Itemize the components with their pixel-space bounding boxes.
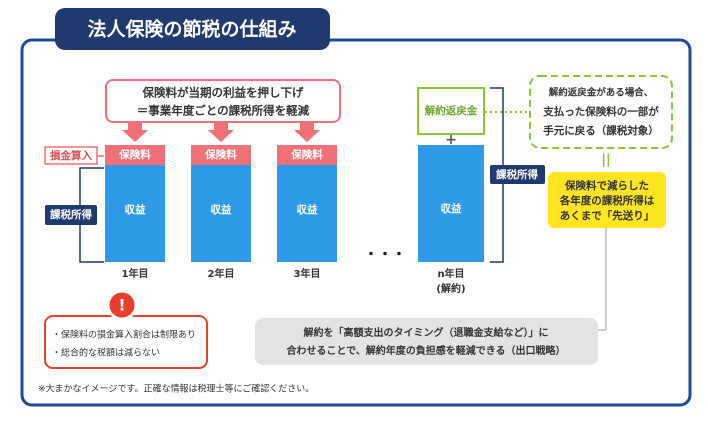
- column-label: 2年目: [208, 267, 235, 280]
- arrow: [294, 122, 320, 142]
- refund-note-line: 手元に戻る（課税対象）: [543, 124, 659, 137]
- exit-note-line: 解約を「高額支出のタイミング（退職金支給など）」に: [304, 326, 549, 339]
- revenue-label: 収益: [125, 203, 146, 216]
- premium-label: 保険料: [204, 148, 237, 161]
- warning-line: ・総合的な税額は減らない: [52, 347, 160, 359]
- warning-box: [44, 315, 208, 369]
- deferral-note-line: 保険料で減らした: [564, 179, 649, 192]
- revenue-label: 収益: [297, 203, 318, 216]
- premium-label: 保険料: [290, 148, 323, 161]
- column-sublabel: (解約): [436, 282, 465, 295]
- refund-box: [417, 87, 485, 135]
- exit-note-box: [255, 318, 598, 365]
- revenue-bar: [105, 165, 165, 262]
- warning-line: ・保険料の損金算入割合は制限あり: [52, 329, 196, 341]
- title: 法人保険の節税の仕組み: [87, 18, 296, 41]
- column-label: 1年目: [122, 267, 149, 280]
- premium-label: 保険料: [118, 148, 151, 161]
- revenue-bar: [191, 165, 251, 262]
- deferral-note-line: あくまで「先送り」: [560, 209, 655, 222]
- revenue-bar: [418, 145, 484, 262]
- refund-note-line: 解約返戻金がある場合、: [549, 87, 654, 99]
- revenue-bar: [277, 165, 337, 262]
- right-label: 課税所得: [496, 168, 538, 181]
- refund-note-box: [529, 75, 673, 149]
- column-label: 3年目: [294, 267, 321, 280]
- premium-bar: [191, 145, 251, 165]
- equals-sign: ||: [601, 153, 611, 168]
- taxable-label: 課税所得: [50, 208, 92, 221]
- deferral-note-line: 各年度の課税所得は: [559, 194, 655, 207]
- premium-bar: [277, 145, 337, 165]
- deductible-label: 損金算入: [50, 149, 92, 162]
- column-label: n年目: [437, 267, 464, 280]
- ellipsis: ・・・: [364, 247, 406, 263]
- top-note-line: 保険料が当期の利益を押し下げ: [142, 86, 304, 100]
- top-note-line: ＝事業年度ごとの課税所得を軽減: [137, 104, 310, 118]
- title-tab: [55, 8, 330, 50]
- refund-label: 解約返戻金: [424, 104, 478, 117]
- premium-bar: [105, 145, 165, 165]
- deferral-note-box: [548, 172, 666, 228]
- taxable-label-box: [45, 205, 97, 225]
- warning-icon-text: !: [118, 296, 125, 315]
- exit-note-line: 合わせることで、解約年度の負担感を軽減できる（出口戦略）: [285, 344, 565, 357]
- right-label-box: [490, 165, 545, 184]
- warning-icon: [106, 289, 138, 321]
- arrow: [208, 122, 234, 142]
- arrow: [122, 122, 148, 142]
- plus-sign: +: [445, 132, 457, 148]
- refund-note-line: 支払った保険料の一部が: [542, 105, 659, 118]
- frame: [20, 38, 692, 407]
- revenue-label: 収益: [211, 203, 232, 216]
- revenue-label: 収益: [441, 202, 462, 215]
- footnote: ※大まかなイメージです。正確な情報は税理士等にご確認ください。: [38, 383, 314, 395]
